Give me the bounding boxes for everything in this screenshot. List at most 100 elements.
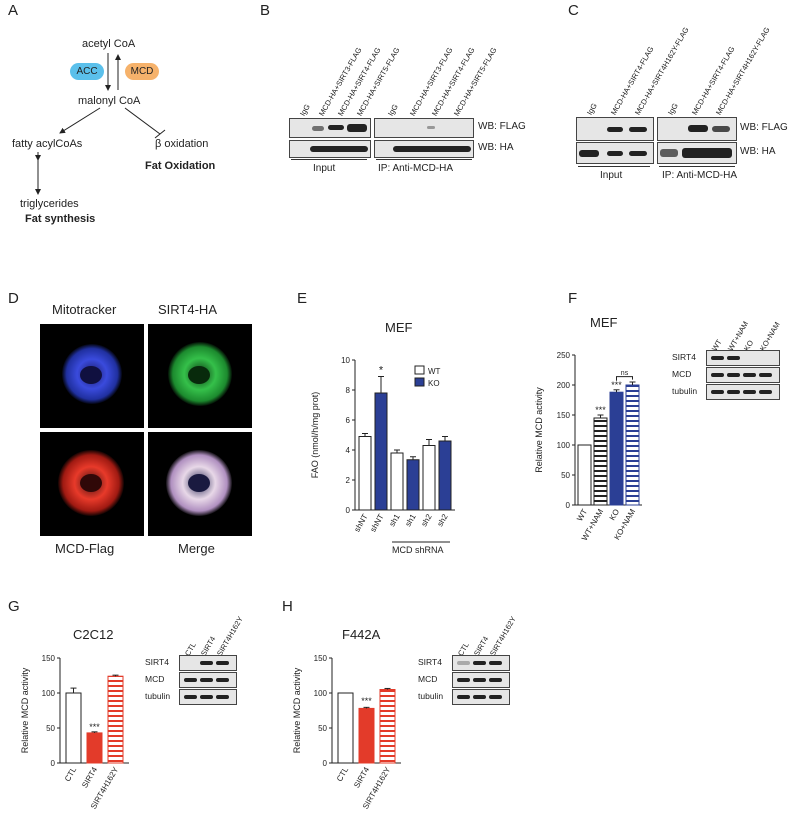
blot-row-label: SIRT4 (672, 352, 696, 362)
malonyl-coa-label: malonyl CoA (78, 95, 141, 107)
significance-stars: *** (89, 722, 100, 732)
y-tick-label: 8 (346, 386, 351, 395)
panel-e-letter: E (297, 290, 308, 307)
legend-wt-label: WT (428, 367, 441, 376)
blot-c-flag-input (576, 117, 654, 141)
bar (107, 675, 124, 764)
y-tick-label: 100 (314, 689, 328, 698)
ns-label: ns (621, 370, 629, 377)
x-tick-label: shNT (352, 512, 369, 533)
y-axis-label: FAO (nmol/h/mg prot) (310, 392, 320, 479)
triglycerides-label: triglycerides (20, 198, 79, 210)
mitotracker-label: Mitotracker (52, 302, 117, 317)
panel-f-letter: F (568, 290, 578, 307)
c-ip-lane-label: MCD-HA+SIRT4-FLAG (690, 44, 737, 117)
bar (379, 689, 396, 764)
wb-flag-label-c: WB: FLAG (740, 122, 788, 133)
x-tick-label: CTL (63, 765, 79, 783)
x-tick-label: sh2 (435, 512, 450, 528)
y-axis-label: Relative MCD activity (534, 387, 544, 473)
x-tick-label: KO (608, 508, 622, 523)
b-ip-lane-label: IgG (386, 102, 400, 118)
blot-row-label: SIRT4 (145, 657, 169, 667)
micrograph-merge (148, 432, 252, 536)
b-input-lane-label: IgG (298, 102, 312, 118)
x-tick-label: CTL (335, 765, 351, 783)
blot-row-label: MCD (145, 674, 165, 684)
c-ip-lane-label: IgG (666, 101, 680, 117)
y-axis-label: Relative MCD activity (292, 667, 302, 753)
x-tick-label: SIRT4 (80, 765, 99, 789)
blot-b-flag-ip (374, 118, 474, 138)
blot-b-ha-ip (374, 140, 474, 158)
bar (406, 459, 420, 511)
micrograph-mcd-flag (40, 432, 144, 536)
y-tick-label: 0 (346, 506, 351, 515)
bar (390, 452, 404, 511)
blot-row-label: tubulin (672, 386, 698, 396)
micrograph-mitotracker (40, 324, 144, 428)
x-tick-label: WT (575, 507, 589, 522)
blot-row-label: MCD (672, 369, 692, 379)
sirt4-ha-label: SIRT4-HA (158, 302, 217, 317)
y-tick-label: 2 (346, 476, 351, 485)
blot-lane-label: SIRT4H162Y (488, 614, 518, 658)
y-axis-label: Relative MCD activity (20, 667, 30, 753)
bar (337, 692, 354, 764)
chart-h-mcd-activity: F442A 0 50 100 150 Relative MCD activity CTL SI… (292, 627, 401, 811)
y-tick-label: 50 (46, 724, 55, 733)
blot-row-label: tubulin (418, 691, 444, 701)
bar (358, 436, 372, 511)
y-tick-label: 200 (557, 381, 571, 390)
panel-g-letter: G (8, 598, 20, 615)
blot-c-flag-ip (657, 117, 737, 141)
micrograph-sirt4-ha (148, 324, 252, 428)
legend-ko-label: KO (428, 379, 440, 388)
merge-label: Merge (178, 541, 215, 556)
y-tick-label: 0 (323, 759, 328, 768)
y-tick-label: 4 (346, 446, 351, 455)
panel-b-letter: B (260, 2, 271, 19)
blot-row-label: MCD (418, 674, 438, 684)
chart-title: F442A (342, 627, 381, 642)
blot-strip (452, 655, 510, 671)
chart-title: C2C12 (73, 627, 113, 642)
significance-star: * (379, 365, 384, 377)
ns-bracket (616, 376, 633, 381)
bar (65, 692, 82, 764)
x-tick-label: sh2 (419, 512, 434, 528)
significance-stars: *** (361, 696, 372, 706)
y-tick-label: 6 (346, 416, 351, 425)
mcd-enzyme-badge: MCD (125, 63, 159, 80)
y-tick-label: 10 (341, 356, 350, 365)
legend-ko-swatch (414, 377, 425, 387)
x-tick-label: shNT (368, 512, 385, 533)
bar (625, 384, 640, 506)
panel-d-letter: D (8, 290, 19, 307)
blot-row-label: SIRT4 (418, 657, 442, 667)
c-input-lane-label: IgG (585, 101, 599, 117)
chart-title: MEF (385, 320, 413, 335)
input-label-b: Input (313, 163, 336, 174)
bar (577, 444, 592, 506)
acetyl-coa-label: acetyl CoA (82, 38, 136, 50)
significance-stars: *** (611, 380, 622, 390)
blot-strip (706, 367, 780, 383)
y-tick-label: 50 (318, 724, 327, 733)
b-ip-lane-label: MCD-HA+SIRT5-FLAG (452, 45, 499, 118)
bar (438, 440, 452, 511)
blot-strip (452, 689, 510, 705)
bar (422, 445, 436, 511)
group-label: MCD shRNA (392, 545, 444, 555)
beta-oxidation-label: β oxidation (155, 138, 209, 150)
y-tick-label: 150 (314, 654, 328, 663)
blot-b-ha-input (289, 140, 371, 158)
bar (86, 732, 103, 764)
x-tick-label: SIRT4 (352, 765, 371, 789)
ip-label-c: IP: Anti-MCD-HA (662, 170, 738, 181)
input-label-c: Input (600, 170, 623, 181)
fatty-acylcoas-label: fatty acylCoAs (12, 138, 83, 150)
y-tick-label: 0 (566, 501, 571, 510)
x-tick-label: sh1 (403, 512, 418, 528)
chart-g-mcd-activity: C2C12 0 50 100 150 Relative MCD activity CTL SI… (20, 627, 129, 811)
